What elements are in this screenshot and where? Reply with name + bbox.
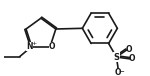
Text: O: O (129, 54, 135, 63)
Text: O: O (114, 68, 121, 76)
Text: −: − (119, 69, 124, 75)
Text: N: N (26, 42, 33, 51)
Text: S: S (113, 53, 119, 62)
Text: O: O (126, 45, 132, 54)
Text: +: + (31, 41, 36, 46)
Text: O: O (49, 42, 56, 51)
